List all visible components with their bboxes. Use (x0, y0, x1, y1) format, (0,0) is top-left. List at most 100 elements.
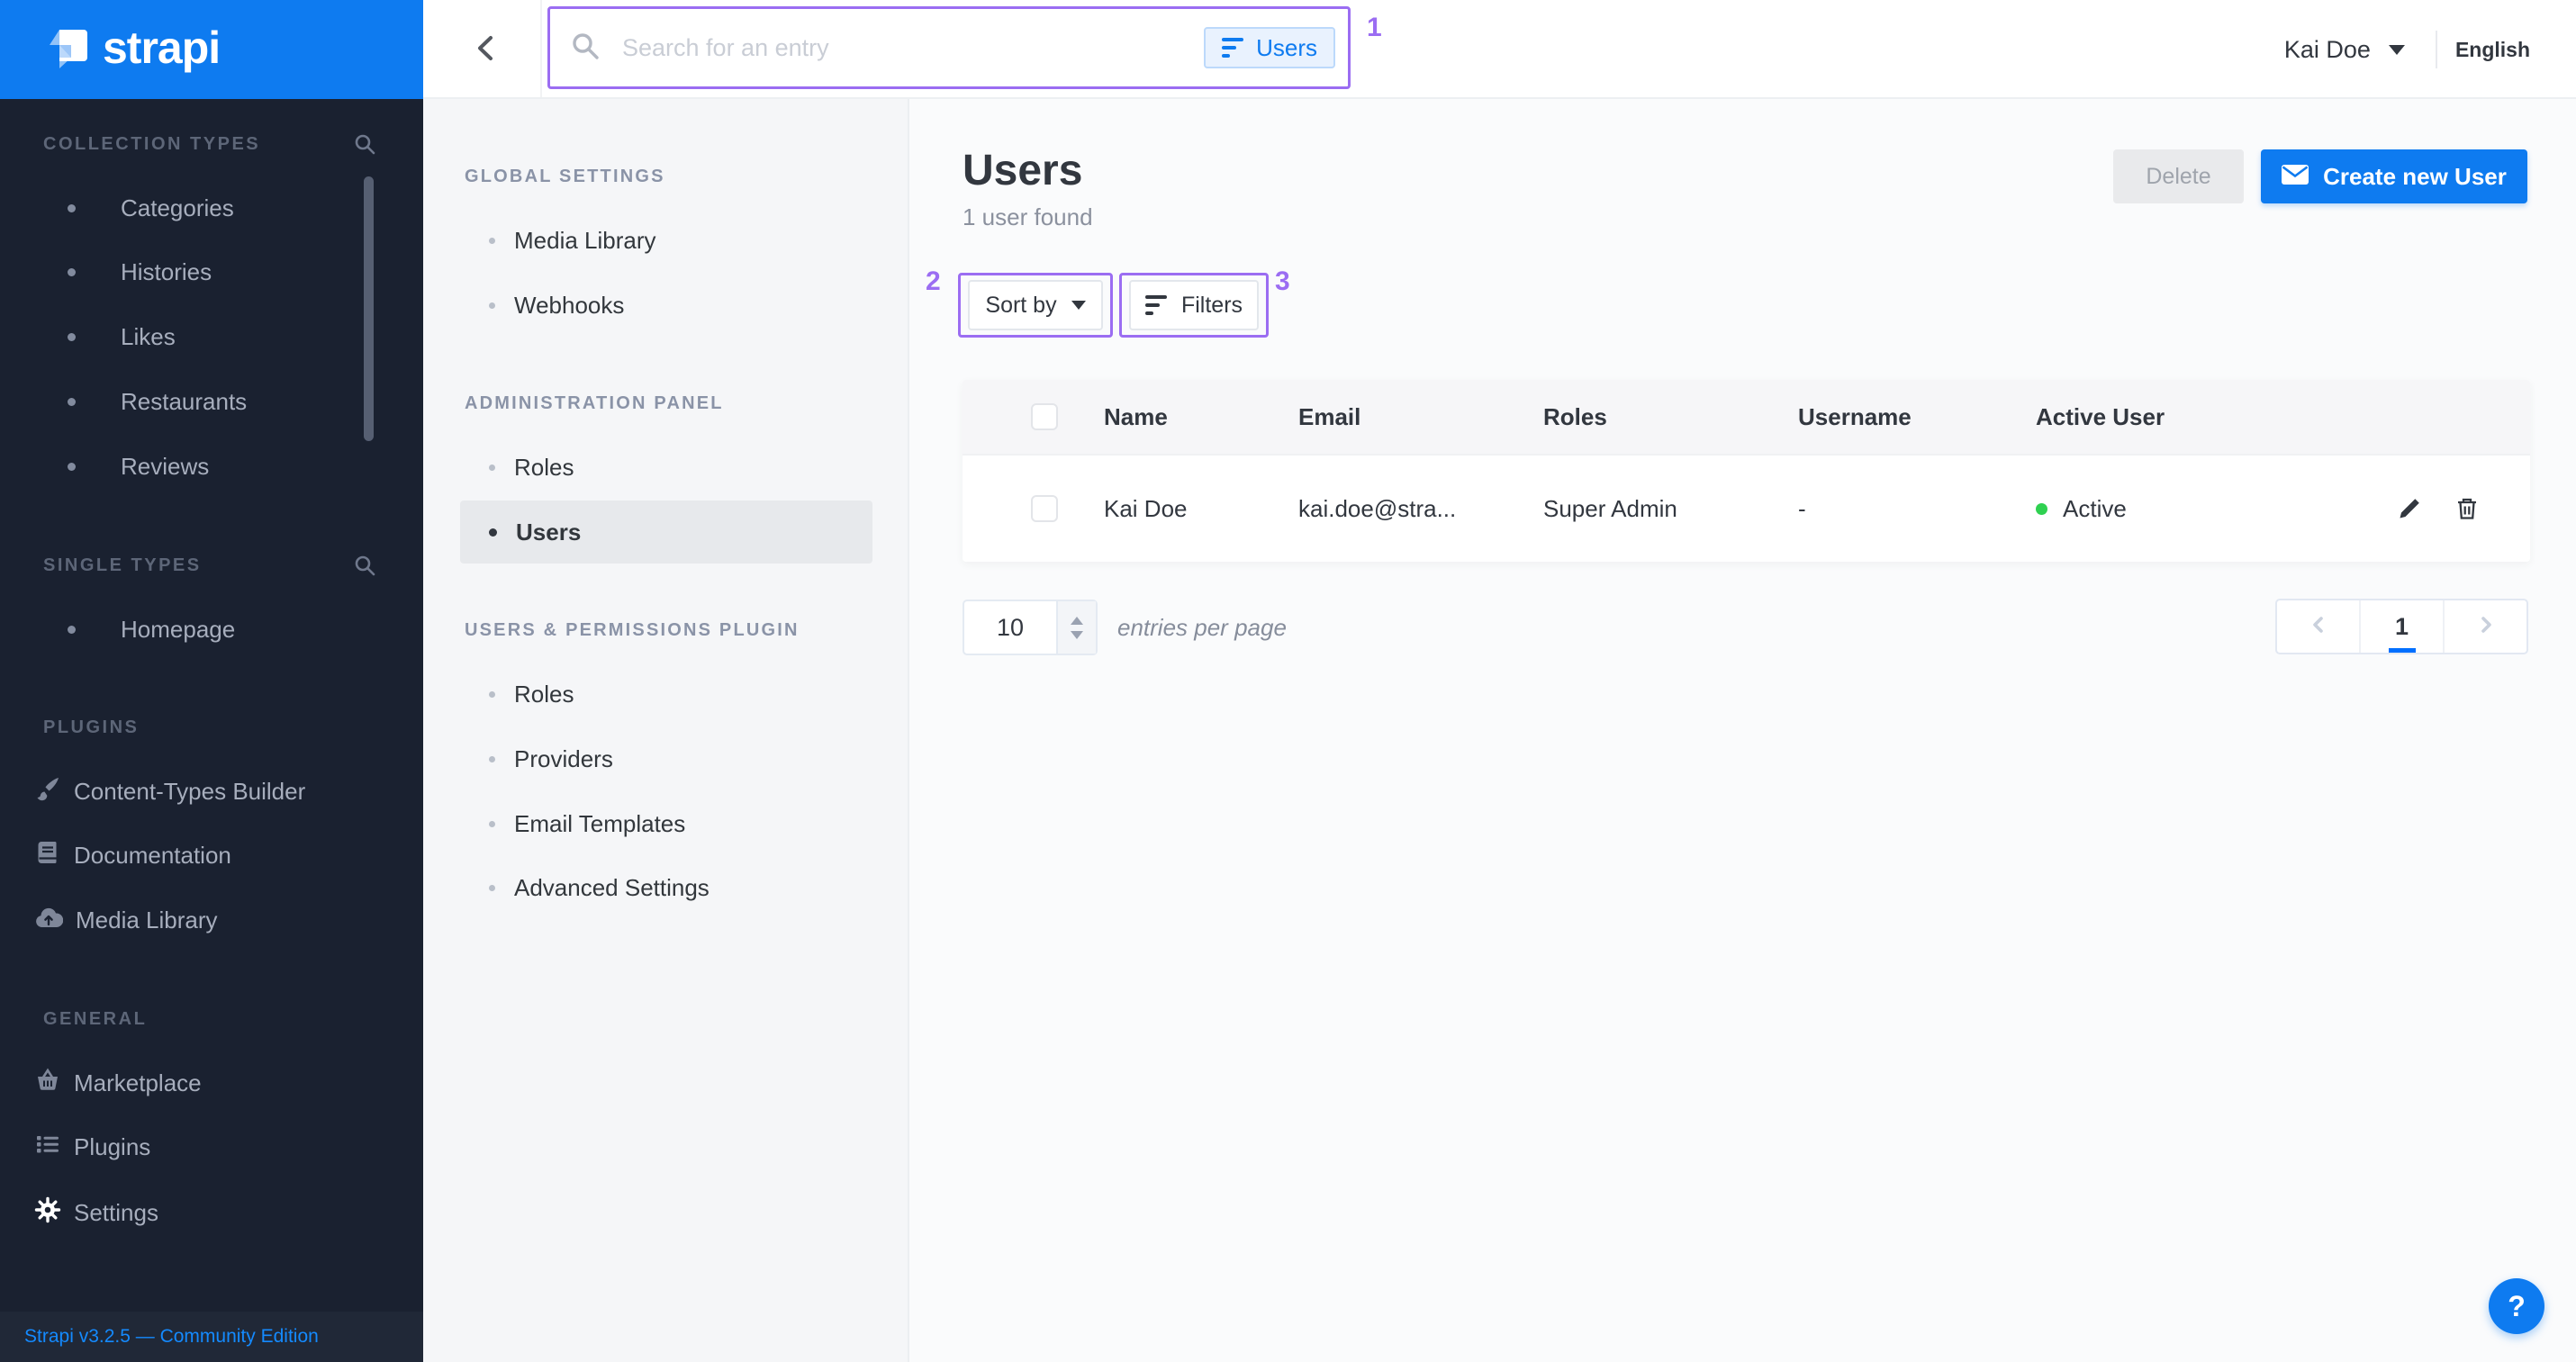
cell-roles: Super Admin (1543, 494, 1677, 522)
delete-trash-icon[interactable] (2454, 496, 2480, 521)
page-size-select[interactable]: 10 (963, 600, 1098, 655)
search-icon (570, 31, 601, 66)
bullet-icon (489, 237, 495, 244)
strapi-logo-text: strapi (103, 23, 221, 73)
chevron-left-icon (2308, 614, 2329, 640)
bullet-icon (489, 528, 497, 537)
sidebar-item-content-types-builder[interactable]: Content-Types Builder (34, 773, 305, 809)
page-number-button[interactable]: 1 (2359, 600, 2443, 653)
section-plugins: PLUGINS (43, 717, 140, 737)
column-header-name[interactable]: Name (1104, 402, 1168, 430)
strapi-logo[interactable]: strapi (0, 0, 423, 99)
search-bar[interactable]: Search for an entry Users (550, 9, 1348, 86)
annotation-box-3: Filters (1119, 273, 1269, 338)
sidebar-item-homepage[interactable]: Homepage (68, 611, 235, 647)
sidebar-item-media-library[interactable]: Media Library (34, 902, 218, 938)
next-page-button[interactable] (2443, 600, 2526, 653)
select-all-checkbox[interactable] (1031, 403, 1058, 430)
create-new-user-button[interactable]: Create new User (2261, 149, 2527, 203)
row-checkbox[interactable] (1031, 495, 1058, 522)
section-administration-panel: ADMINISTRATION PANEL (465, 392, 724, 413)
column-header-email[interactable]: Email (1298, 402, 1361, 430)
cell-name: Kai Doe (1104, 494, 1188, 522)
settings-item-providers[interactable]: Providers (489, 741, 613, 777)
settings-item-advanced-settings[interactable]: Advanced Settings (489, 870, 710, 906)
sidebar-item-categories[interactable]: Categories (68, 190, 234, 226)
page-size-value: 10 (996, 613, 1025, 641)
active-status-dot (2036, 502, 2047, 515)
bullet-icon (68, 462, 76, 471)
collection-types-search-icon[interactable] (353, 132, 376, 156)
settings-item-email-templates[interactable]: Email Templates (489, 806, 685, 842)
sidebar-footer: Strapi v3.2.5 — Community Edition (0, 1312, 423, 1362)
brush-icon (34, 775, 61, 808)
stepper-down-icon (1071, 630, 1083, 639)
stepper-up-icon (1071, 616, 1083, 625)
sidebar-item-reviews[interactable]: Reviews (68, 448, 209, 484)
list-icon (34, 1131, 61, 1164)
settings-item-webhooks[interactable]: Webhooks (489, 287, 624, 323)
strapi-logo-icon (47, 27, 90, 70)
cell-username: - (1798, 494, 1806, 522)
page-size-stepper[interactable] (1056, 601, 1096, 654)
page-title: Users (963, 147, 1083, 194)
sidebar-item-likes[interactable]: Likes (68, 319, 176, 355)
chevron-right-icon (2475, 614, 2497, 640)
filter-icon (1222, 38, 1244, 58)
back-chevron-icon (468, 30, 504, 70)
cell-active-label: Active (2063, 494, 2127, 522)
delete-button[interactable]: Delete (2113, 149, 2244, 203)
sidebar-scrollbar[interactable] (364, 176, 374, 441)
table-row[interactable]: Kai Doe kai.doe@stra... Super Admin - Ac… (963, 454, 2530, 562)
book-icon (34, 839, 61, 872)
section-users-permissions-plugin: USERS & PERMISSIONS PLUGIN (465, 619, 800, 640)
filters-button[interactable]: Filters (1129, 280, 1259, 330)
sidebar-item-histories[interactable]: Histories (68, 254, 212, 290)
section-global-settings: GLOBAL SETTINGS (465, 166, 665, 186)
annotation-box-1: Search for an entry Users (547, 6, 1351, 89)
bullet-icon (68, 203, 76, 212)
user-menu[interactable]: Kai Doe (2283, 35, 2371, 63)
search-filter-tag[interactable]: Users (1204, 27, 1335, 68)
bullet-icon (489, 464, 495, 471)
page-subtitle: 1 user found (963, 203, 1093, 230)
topbar-right-divider (2435, 31, 2437, 68)
cell-email: kai.doe@stra... (1298, 494, 1457, 522)
bullet-icon (68, 397, 76, 406)
edit-pencil-icon[interactable] (2397, 496, 2422, 521)
settings-item-up-roles[interactable]: Roles (489, 676, 574, 712)
column-header-username[interactable]: Username (1798, 402, 1912, 430)
topbar-divider (540, 0, 542, 97)
table-header: Name Email Roles Username Active User (963, 380, 2530, 454)
annotation-label-1: 1 (1367, 13, 1382, 42)
main-sidebar: COLLECTION TYPES Categories Histories Li… (0, 99, 423, 1362)
sidebar-item-settings[interactable]: Settings (34, 1195, 158, 1231)
envelope-icon (2282, 163, 2309, 191)
basket-icon (34, 1067, 61, 1100)
single-types-search-icon[interactable] (353, 554, 376, 577)
section-single-types: SINGLE TYPES (43, 555, 202, 575)
settings-item-media-library[interactable]: Media Library (489, 222, 656, 258)
sort-by-button[interactable]: Sort by (968, 280, 1103, 330)
settings-item-admin-users[interactable]: Users (489, 514, 581, 550)
sidebar-item-restaurants[interactable]: Restaurants (68, 383, 247, 419)
help-button[interactable]: ? (2489, 1278, 2544, 1334)
settings-item-admin-roles[interactable]: Roles (489, 449, 574, 485)
search-input[interactable]: Search for an entry (622, 33, 829, 61)
column-header-roles[interactable]: Roles (1543, 402, 1607, 430)
sidebar-item-marketplace[interactable]: Marketplace (34, 1065, 202, 1101)
bullet-icon (489, 884, 495, 891)
bullet-icon (489, 755, 495, 762)
annotation-label-3: 3 (1275, 266, 1290, 296)
annotation-label-2: 2 (926, 266, 941, 296)
search-tag-label: Users (1256, 33, 1317, 61)
bullet-icon (68, 267, 76, 276)
prev-page-button[interactable] (2277, 600, 2359, 653)
back-button[interactable] (459, 23, 513, 77)
column-header-active-user[interactable]: Active User (2036, 402, 2165, 430)
sidebar-item-documentation[interactable]: Documentation (34, 837, 231, 873)
sidebar-item-plugins[interactable]: Plugins (34, 1129, 150, 1165)
language-selector[interactable]: English (2454, 37, 2530, 61)
version-link[interactable]: Strapi v3.2.5 — Community Edition (24, 1326, 319, 1347)
gear-icon (34, 1196, 61, 1230)
